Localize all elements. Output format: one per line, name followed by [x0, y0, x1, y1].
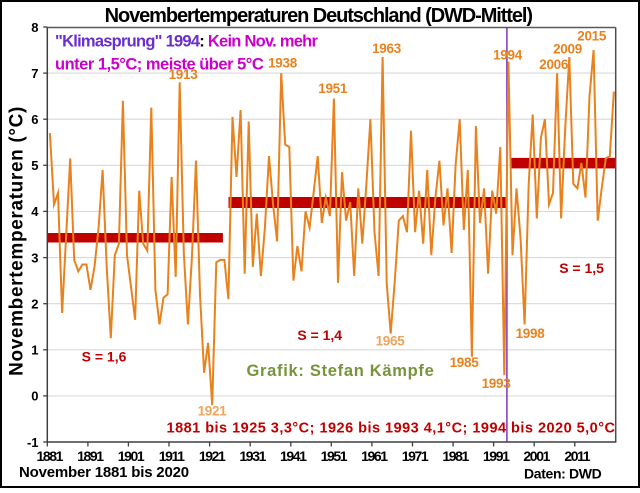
svg-text:1993: 1993	[482, 376, 512, 391]
svg-text:1981: 1981	[442, 448, 469, 464]
svg-text:2009: 2009	[553, 42, 582, 57]
svg-text:Novembertemperaturen Deutschla: Novembertemperaturen Deutschland (DWD-Mi…	[105, 5, 533, 27]
svg-text:1: 1	[31, 343, 38, 358]
svg-text:1965: 1965	[376, 334, 406, 349]
svg-text:1881: 1881	[37, 448, 64, 464]
svg-text:1951: 1951	[318, 81, 348, 96]
svg-text:"Klimasprung" 1994: Kein Nov.: "Klimasprung" 1994: Kein Nov. mehr	[55, 33, 318, 51]
svg-text:2011: 2011	[564, 448, 590, 464]
svg-text:S = 1,6: S = 1,6	[82, 348, 127, 364]
svg-text:1891: 1891	[77, 448, 104, 464]
svg-text:S = 1,5: S = 1,5	[559, 260, 604, 276]
svg-text:November 1881 bis 2020: November 1881 bis 2020	[19, 464, 189, 481]
svg-text:1938: 1938	[268, 55, 298, 70]
svg-text:1961: 1961	[361, 448, 388, 464]
svg-text:1921: 1921	[199, 448, 226, 464]
svg-text:Daten: DWD: Daten: DWD	[524, 466, 602, 482]
svg-text:1998: 1998	[516, 326, 546, 341]
svg-text:0: 0	[31, 389, 38, 404]
svg-text:1911: 1911	[159, 448, 185, 464]
svg-text:2: 2	[31, 297, 38, 312]
svg-text:1971: 1971	[402, 448, 429, 464]
svg-text:8: 8	[31, 20, 38, 35]
svg-text:7: 7	[31, 66, 38, 81]
svg-text:1913: 1913	[169, 67, 199, 82]
svg-text:2001: 2001	[523, 448, 550, 464]
svg-text:1951: 1951	[321, 448, 348, 464]
svg-text:unter 1,5°C; meiste über 5°C: unter 1,5°C; meiste über 5°C	[55, 56, 264, 74]
svg-text:1991: 1991	[483, 448, 510, 464]
svg-text:3: 3	[31, 250, 38, 265]
svg-text:Grafik: Stefan Kämpfe: Grafik: Stefan Kämpfe	[247, 362, 435, 380]
svg-text:1963: 1963	[372, 41, 402, 56]
svg-text:1994: 1994	[493, 48, 523, 63]
svg-text:1881 bis 1925 3,3°C; 1926 bis: 1881 bis 1925 3,3°C; 1926 bis 1993 4,1°C…	[167, 420, 616, 436]
svg-text:1985: 1985	[450, 355, 480, 370]
svg-text:1901: 1901	[118, 448, 145, 464]
svg-text:5: 5	[31, 158, 38, 173]
svg-text:-1: -1	[27, 435, 39, 450]
svg-text:2015: 2015	[577, 29, 607, 44]
svg-text:2006: 2006	[539, 57, 569, 72]
svg-text:1921: 1921	[198, 404, 228, 419]
svg-text:Novembertemperaturen (°C): Novembertemperaturen (°C)	[7, 106, 28, 376]
svg-text:6: 6	[31, 112, 38, 127]
svg-text:1931: 1931	[239, 448, 266, 464]
svg-text:S = 1,4: S = 1,4	[297, 327, 342, 343]
svg-text:1941: 1941	[280, 448, 307, 464]
svg-text:4: 4	[31, 204, 39, 219]
